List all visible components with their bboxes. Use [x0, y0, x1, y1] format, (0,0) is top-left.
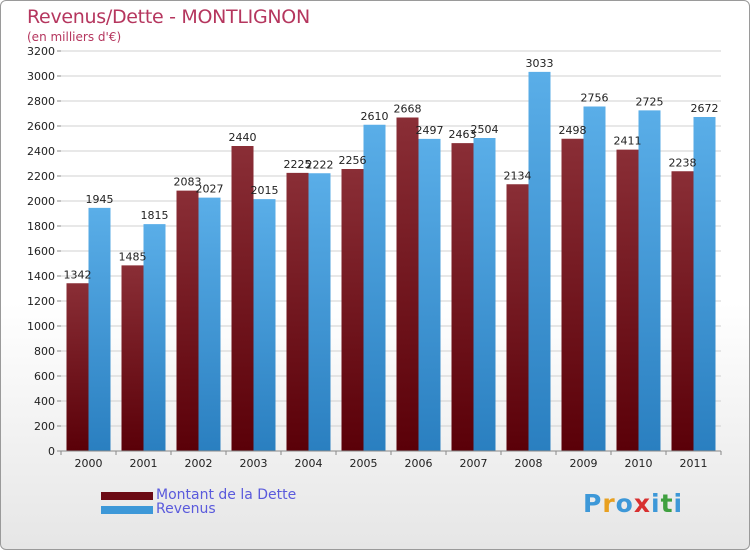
x-axis-ticks: 2000 2001 2002 2003 2004 2005 2006 2007 2008 2009… — [60, 451, 722, 470]
y-tick-label: 2000 — [27, 195, 55, 208]
logo-letter: x — [633, 489, 651, 518]
y-tick-label: 1800 — [27, 220, 55, 233]
bar-dette — [671, 171, 694, 451]
y-tick-label: 2800 — [27, 95, 55, 108]
bar-dette — [286, 172, 309, 451]
x-tick-label: 2010 — [625, 457, 653, 470]
value-label: 1485 — [119, 250, 147, 263]
x-tick-label: 2008 — [515, 457, 543, 470]
value-label: 2668 — [394, 103, 422, 116]
bar-dette — [341, 169, 364, 451]
bar-dette — [176, 190, 199, 451]
bar-revenus — [528, 71, 551, 451]
x-tick-label: 2006 — [405, 457, 433, 470]
x-tick-label: 2000 — [75, 457, 103, 470]
value-label: 2027 — [196, 183, 224, 196]
value-label: 3033 — [526, 57, 554, 70]
bar-dette — [561, 138, 584, 451]
y-axis-ticks: 0 200 400 600 800 1000 1200 1400 1600 1800 2000 220… — [27, 45, 61, 458]
bar-revenus — [198, 197, 221, 451]
bar-revenus — [308, 173, 331, 451]
bar-revenus — [143, 224, 166, 451]
x-tick-label: 2005 — [350, 457, 378, 470]
value-label: 2504 — [471, 123, 499, 136]
x-tick-label: 2009 — [570, 457, 598, 470]
y-tick-label: 2400 — [27, 145, 55, 158]
bar-revenus — [418, 138, 441, 451]
legend-label-revenus: Revenus — [156, 501, 216, 517]
y-tick-label: 1600 — [27, 245, 55, 258]
value-label: 2256 — [339, 154, 367, 167]
logo-letter: o — [615, 489, 634, 518]
x-tick-label: 2004 — [295, 457, 323, 470]
bar-dette — [451, 143, 474, 451]
legend-label-dette: Montant de la Dette — [156, 487, 297, 503]
value-label: 2238 — [669, 156, 697, 169]
value-label: 2672 — [691, 102, 719, 115]
x-tick-label: 2007 — [460, 457, 488, 470]
chart-title: Revenus/Dette - MONTLIGNON — [27, 6, 310, 28]
x-tick-label: 2003 — [240, 457, 268, 470]
value-label: 1342 — [64, 268, 92, 281]
value-label: 2463 — [449, 128, 477, 141]
y-tick-label: 0 — [48, 445, 55, 458]
logo-letter: i — [651, 489, 661, 518]
y-tick-label: 1200 — [27, 295, 55, 308]
value-label: 2015 — [251, 184, 279, 197]
value-label: 2411 — [614, 135, 642, 148]
bar-dette — [66, 283, 89, 451]
bar-revenus — [253, 199, 276, 451]
grid-lines — [61, 50, 721, 452]
y-tick-label: 2600 — [27, 120, 55, 133]
value-label: 2225 — [284, 158, 312, 171]
y-tick-label: 200 — [34, 420, 55, 433]
value-label: 2610 — [361, 110, 389, 123]
legend-swatch-dette — [101, 492, 153, 500]
x-tick-label: 2011 — [680, 457, 708, 470]
y-tick-label: 3200 — [27, 45, 55, 58]
bar-revenus — [473, 138, 496, 451]
y-tick-label: 800 — [34, 345, 55, 358]
bar-revenus — [88, 207, 111, 451]
bar-revenus — [693, 117, 716, 451]
logo-letter: t — [660, 489, 674, 518]
bar-dette — [231, 146, 254, 451]
y-tick-label: 1000 — [27, 320, 55, 333]
y-tick-label: 3000 — [27, 70, 55, 83]
x-tick-label: 2002 — [185, 457, 213, 470]
legend-swatch-revenus — [101, 506, 153, 514]
bar-dette — [121, 265, 144, 451]
bar-dette — [616, 149, 639, 451]
bars — [66, 71, 716, 451]
proxiti-logo: Proxiti — [583, 489, 683, 518]
value-label: 2083 — [174, 176, 202, 189]
y-tick-label: 400 — [34, 395, 55, 408]
y-tick-label: 2200 — [27, 170, 55, 183]
y-tick-label: 1400 — [27, 270, 55, 283]
value-label: 2725 — [636, 95, 664, 108]
bar-dette — [506, 184, 529, 451]
value-label: 1945 — [86, 193, 114, 206]
y-tick-label: 600 — [34, 370, 55, 383]
bar-revenus — [583, 106, 606, 451]
logo-letter: r — [602, 489, 616, 518]
value-label: 2440 — [229, 131, 257, 144]
value-label: 2134 — [504, 169, 532, 182]
value-label: 2497 — [416, 124, 444, 137]
value-label: 2222 — [306, 158, 334, 171]
bar-revenus — [638, 110, 661, 451]
bar-revenus — [363, 124, 386, 451]
logo-letter: i — [673, 489, 684, 518]
value-label: 2498 — [559, 124, 587, 137]
value-label: 2756 — [581, 92, 609, 105]
value-label: 1815 — [141, 209, 169, 222]
logo-letter: P — [583, 489, 603, 518]
x-tick-label: 2001 — [130, 457, 158, 470]
bar-dette — [396, 117, 419, 451]
chart-subtitle: (en milliers d'€) — [27, 30, 122, 44]
